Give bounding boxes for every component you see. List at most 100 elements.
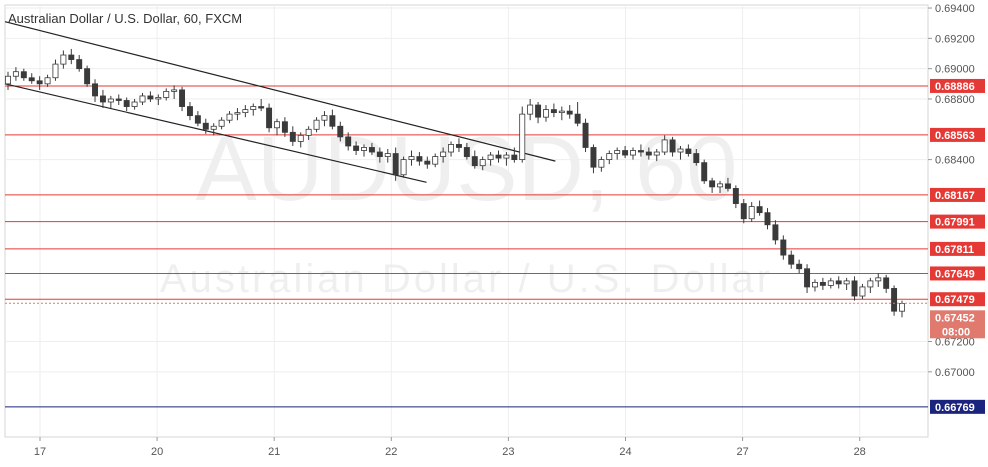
candle <box>297 132 304 148</box>
candle <box>630 147 636 160</box>
candle <box>147 91 154 103</box>
candle <box>28 73 35 84</box>
candle-body-up <box>653 151 660 156</box>
candle <box>36 76 43 90</box>
candle-body-down <box>835 280 842 285</box>
candle-body-up <box>321 115 328 121</box>
candle <box>756 200 763 216</box>
candle <box>226 111 233 124</box>
candle-body-down <box>645 151 652 156</box>
candle <box>305 126 312 140</box>
watermark-name: Australian Dollar / U.S. Dollar <box>160 257 773 301</box>
candle <box>400 156 407 178</box>
candle-body-down <box>566 110 573 115</box>
candle <box>796 259 803 274</box>
candle-body-up <box>479 159 486 167</box>
time-axis[interactable]: 17 20 21 22 23 24 27 28 <box>34 437 866 458</box>
current-price-tag <box>930 310 985 339</box>
candle <box>92 79 98 103</box>
candle-body-down <box>329 115 336 127</box>
candle <box>550 103 557 118</box>
level-price-label: 0.67991 <box>935 217 975 229</box>
candle-body-up <box>717 183 724 188</box>
candle-body-down <box>28 77 35 82</box>
candle-body-up <box>210 125 217 130</box>
x-tick-label: 27 <box>736 446 748 458</box>
candle-body-up <box>274 121 280 129</box>
candle <box>622 145 629 159</box>
candle-body-up <box>899 303 905 312</box>
candle <box>724 177 731 192</box>
candle <box>321 111 328 127</box>
candle <box>202 118 209 134</box>
candle <box>455 138 462 153</box>
candle-body-down <box>115 98 122 101</box>
price-axis[interactable]: 0.69400 0.69200 0.69000 0.68800 0.68400 0.672… <box>928 3 985 414</box>
candle <box>361 144 367 157</box>
candle <box>432 153 439 168</box>
candle <box>835 276 842 289</box>
candle <box>614 147 621 160</box>
y-tick-label: 0.68800 <box>935 94 975 106</box>
candle-body-up <box>503 154 510 159</box>
candle <box>582 118 589 153</box>
candle-body-up <box>171 89 178 92</box>
candle-body-up <box>163 91 170 98</box>
candle <box>408 150 415 166</box>
candle <box>12 67 19 81</box>
y-tick-label: 0.68400 <box>935 155 975 167</box>
candle <box>859 283 866 300</box>
candle-body-up <box>361 147 367 151</box>
level-price-tag <box>930 127 985 142</box>
candle <box>250 103 257 116</box>
candle-body-up <box>384 153 391 157</box>
candle <box>590 144 597 174</box>
candle-body-up <box>234 112 241 115</box>
candle-body-down <box>669 139 676 153</box>
candle <box>76 55 83 72</box>
candle <box>123 97 130 112</box>
level-price-tag <box>930 241 985 256</box>
candle <box>788 250 795 269</box>
candle-body-down <box>511 154 518 161</box>
candle <box>266 103 273 133</box>
level-price-tag <box>930 266 985 281</box>
candle <box>669 136 676 157</box>
candle-body-up <box>812 281 818 288</box>
candle-body-down <box>337 125 344 138</box>
candle <box>772 220 779 245</box>
candle-body-down <box>179 89 186 107</box>
candle <box>313 117 320 133</box>
candle-body-up <box>60 54 67 65</box>
x-tick-label: 17 <box>34 446 46 458</box>
candle-body-up <box>748 206 755 220</box>
candle-body-up <box>614 150 621 154</box>
level-price-label: 0.68167 <box>935 190 975 202</box>
candle <box>52 59 59 81</box>
candle-body-down <box>281 121 288 133</box>
x-tick-label: 24 <box>619 446 631 458</box>
level-price-label: 0.68563 <box>935 130 975 142</box>
candle <box>503 152 510 166</box>
candle-body-down <box>685 148 692 154</box>
candle-body-down <box>780 239 787 256</box>
candle <box>661 135 668 156</box>
candle-body-down <box>68 54 75 60</box>
candle <box>740 199 747 224</box>
candle-body-down <box>202 122 209 130</box>
candle <box>701 159 708 184</box>
candle <box>44 74 51 87</box>
candle <box>558 106 565 121</box>
candle-body-down <box>732 188 739 204</box>
candle <box>337 121 344 142</box>
candle <box>424 156 431 169</box>
level-price-tag <box>930 214 985 229</box>
candle-body-down <box>368 147 375 153</box>
candle-body-up <box>5 75 11 85</box>
candle-body-up <box>598 159 605 168</box>
candle <box>384 149 391 163</box>
candle-body-down <box>84 68 91 85</box>
candle <box>242 105 249 118</box>
candle <box>84 65 91 87</box>
